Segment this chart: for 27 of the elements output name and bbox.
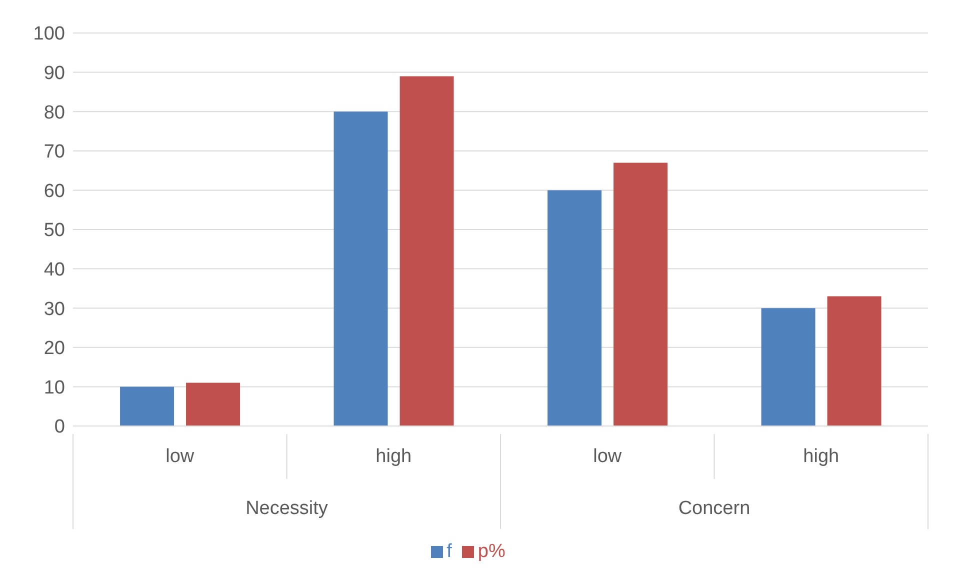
y-tick-label: 0 <box>54 416 65 438</box>
x-tick-label: high <box>376 446 412 467</box>
y-tick-label: 80 <box>44 102 65 124</box>
legend-label: p% <box>478 541 506 562</box>
x-tick-label: low <box>593 446 622 467</box>
bar <box>614 162 668 426</box>
x-tick-label: low <box>166 446 194 467</box>
y-tick-label: 50 <box>44 220 65 242</box>
y-tick-label: 20 <box>44 338 65 360</box>
bar <box>400 76 454 426</box>
y-tick-label: 100 <box>33 24 65 45</box>
bar <box>548 190 602 426</box>
y-tick-label: 40 <box>44 260 65 281</box>
y-tick-label: 10 <box>44 377 65 398</box>
y-tick-label: 60 <box>44 180 65 202</box>
x-tick-label: high <box>803 446 840 467</box>
text: Necessity <box>246 498 328 519</box>
bar <box>186 382 240 426</box>
text: Concern <box>678 498 750 519</box>
y-tick-label: 30 <box>44 298 65 320</box>
bar <box>761 308 816 426</box>
y-tick-label: 70 <box>44 142 65 163</box>
legend-label: f <box>446 541 452 562</box>
bar <box>120 386 174 426</box>
y-tick-label: 90 <box>44 63 65 84</box>
bar <box>827 296 882 426</box>
bar <box>334 112 388 426</box>
